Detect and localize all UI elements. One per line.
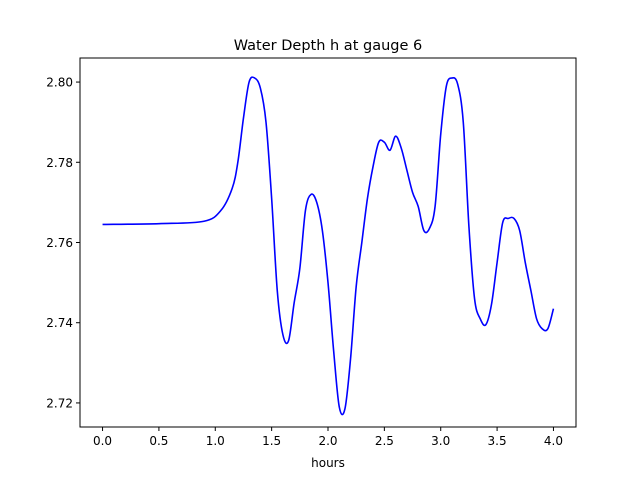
y-axis: 2.72 2.74 2.76 2.78 2.80	[46, 76, 80, 410]
x-tick-label: 2.5	[375, 434, 394, 448]
x-tick-label: 0.0	[93, 434, 112, 448]
x-tick-label: 3.0	[431, 434, 450, 448]
x-tick-label: 3.5	[488, 434, 507, 448]
plot-area	[79, 57, 577, 428]
x-tick-label: 0.5	[149, 434, 168, 448]
y-tick-label: 2.74	[46, 316, 73, 330]
x-tick-label: 1.5	[262, 434, 281, 448]
x-axis-label: hours	[311, 456, 345, 470]
y-tick-label: 2.80	[46, 76, 73, 90]
x-tick-label: 2.0	[318, 434, 337, 448]
y-tick-label: 2.76	[46, 236, 73, 250]
y-tick-label: 2.78	[46, 156, 73, 170]
x-axis: 0.0 0.5 1.0 1.5 2.0 2.5 3.0 3.5 4.0	[93, 427, 563, 448]
series-line	[102, 76, 555, 416]
plot-frame	[79, 57, 577, 428]
chart-title: Water Depth h at gauge 6	[234, 38, 422, 54]
x-tick-label: 4.0	[544, 434, 563, 448]
y-tick-label: 2.72	[46, 396, 73, 410]
series-layer	[102, 76, 555, 416]
x-tick-label: 1.0	[206, 434, 225, 448]
